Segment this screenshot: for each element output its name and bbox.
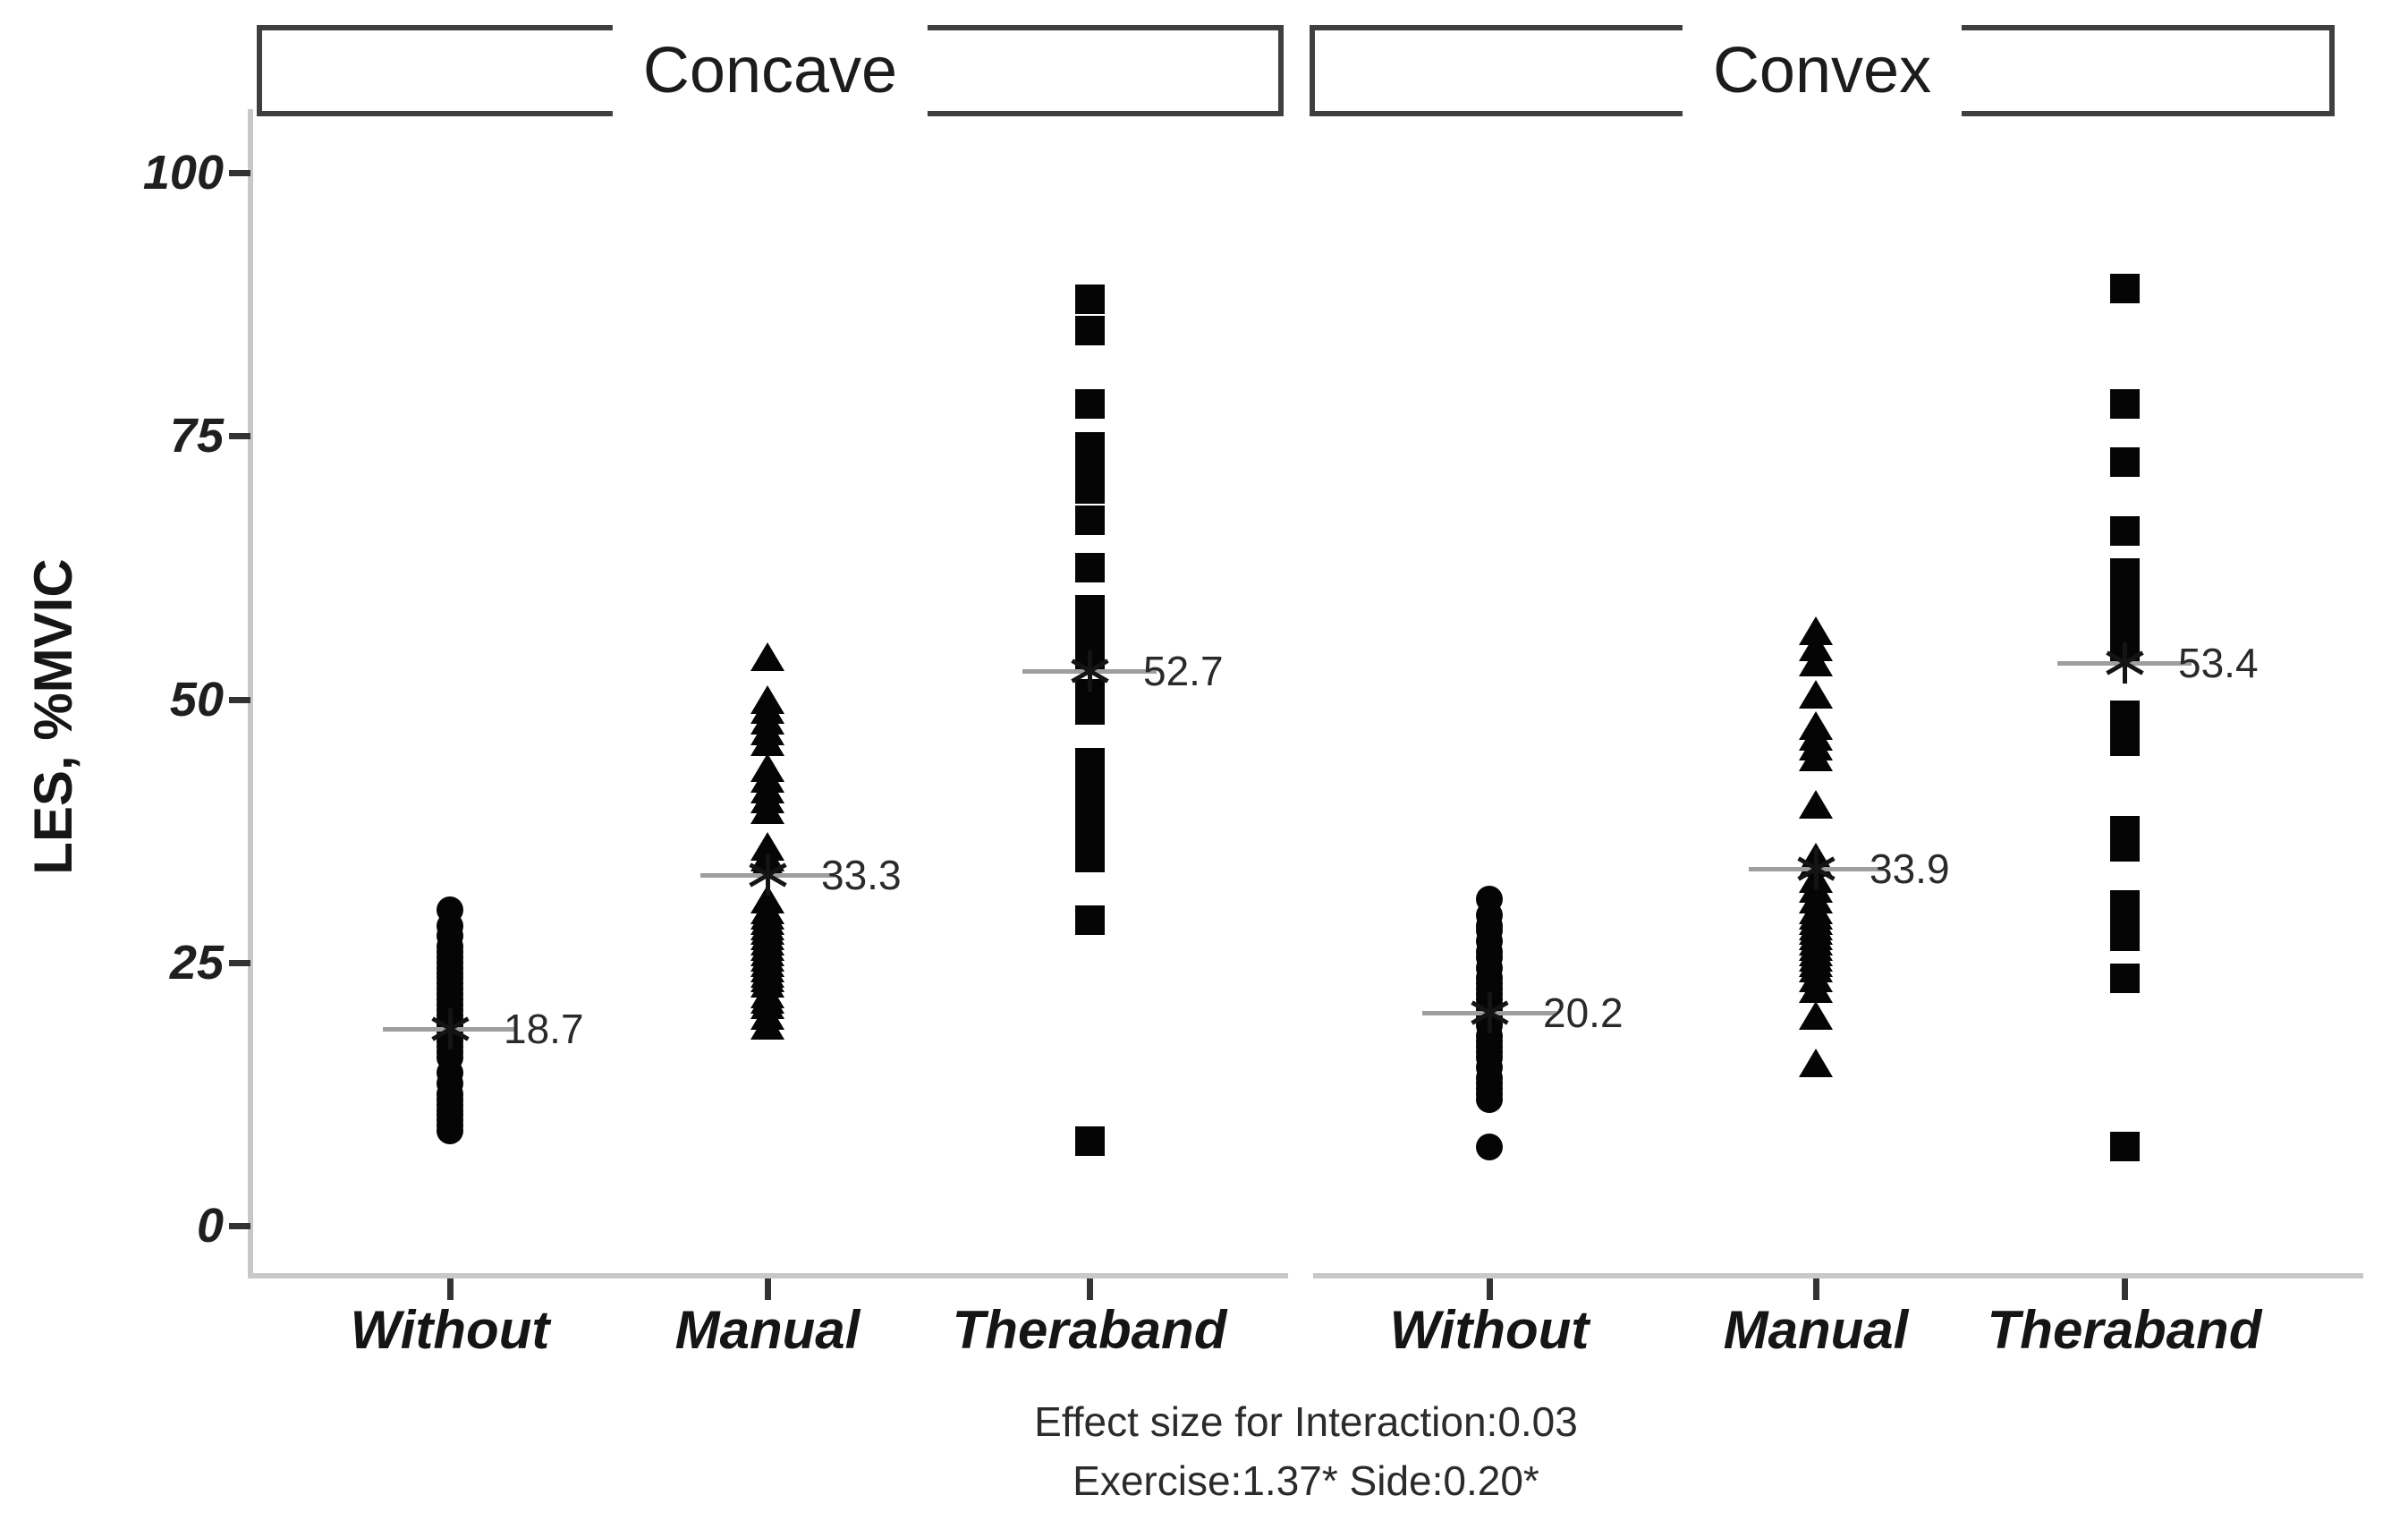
mean-label: 18.7 <box>504 1005 584 1052</box>
facet-strip-concave: Concave <box>257 0 1284 142</box>
data-point <box>1476 1085 1503 1113</box>
mean-label: 33.3 <box>821 852 902 899</box>
x-category-label: Without <box>350 1300 550 1360</box>
data-point <box>750 795 784 825</box>
data-point <box>2109 831 2140 862</box>
data-point <box>1074 284 1105 314</box>
y-tick-label: 75 <box>169 409 224 463</box>
x-category-label: Manual <box>674 1300 861 1360</box>
x-category-label: Theraband <box>952 1300 1227 1360</box>
data-point <box>2109 963 2140 993</box>
mean-label: 20.2 <box>1543 990 1624 1037</box>
x-category-label: Manual <box>1723 1300 1909 1360</box>
data-point <box>1799 1000 1833 1030</box>
data-point <box>1074 1126 1105 1157</box>
data-point <box>1799 679 1833 709</box>
data-point <box>1799 974 1833 1004</box>
x-axis-line <box>1313 1273 2363 1278</box>
mean-label: 53.4 <box>2178 640 2259 687</box>
data-point <box>1799 743 1833 772</box>
data-point <box>2109 389 2140 420</box>
facet-label-concave: Concave <box>612 0 928 142</box>
facet-label-convex: Convex <box>1682 0 1963 142</box>
x-tick <box>1487 1278 1493 1300</box>
x-tick <box>1087 1278 1093 1300</box>
x-category-label: Theraband <box>1987 1300 2262 1360</box>
x-tick <box>765 1278 771 1300</box>
y-tick <box>229 959 250 966</box>
caption-line-2: Exercise:1.37* Side:0.20* <box>1073 1457 1539 1504</box>
y-tick <box>229 1223 250 1229</box>
data-point <box>2109 515 2140 546</box>
data-point <box>1799 648 1833 677</box>
data-point <box>2109 921 2140 951</box>
data-point <box>1074 473 1105 504</box>
data-point <box>750 1011 784 1041</box>
y-tick <box>229 696 250 703</box>
data-point <box>1074 905 1105 936</box>
data-point <box>2109 273 2140 303</box>
x-tick <box>1813 1278 1819 1300</box>
data-point <box>750 726 784 756</box>
x-category-label: Without <box>1389 1300 1590 1360</box>
y-tick-label: 0 <box>196 1199 224 1253</box>
x-tick <box>2122 1278 2128 1300</box>
y-tick-label: 100 <box>142 146 224 200</box>
y-axis-line <box>248 109 253 1278</box>
data-point <box>1476 1133 1503 1160</box>
data-point <box>750 642 784 672</box>
y-tick <box>229 433 250 440</box>
data-point <box>1074 389 1105 420</box>
y-tick <box>229 170 250 176</box>
facet-strip-convex: Convex <box>1310 0 2335 142</box>
data-point <box>1074 316 1105 346</box>
data-point <box>2109 447 2140 478</box>
data-point <box>1074 842 1105 872</box>
x-tick <box>447 1278 454 1300</box>
data-point <box>1074 694 1105 725</box>
mean-label: 52.7 <box>1143 647 1224 694</box>
caption-line-1: Effect size for Interaction:0.03 <box>1034 1398 1578 1445</box>
y-tick-label: 25 <box>169 935 224 990</box>
mean-label: 33.9 <box>1870 845 1950 892</box>
data-point <box>437 1117 463 1145</box>
y-tick-label: 50 <box>169 672 224 726</box>
data-point <box>1074 552 1105 582</box>
data-point <box>1799 790 1833 820</box>
data-point <box>1799 1048 1833 1077</box>
x-axis-line <box>248 1273 1288 1278</box>
data-point <box>1074 505 1105 535</box>
data-point <box>2109 726 2140 757</box>
data-point <box>2109 1132 2140 1162</box>
